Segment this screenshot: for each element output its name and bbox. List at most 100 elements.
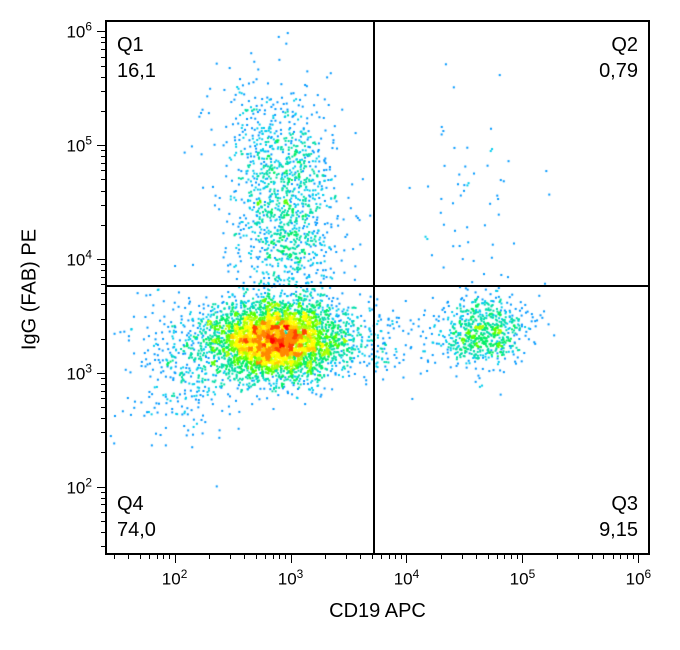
y-tick-minor [101,91,105,92]
y-tick-minor [101,407,105,408]
x-tick-minor [578,555,579,559]
x-tick-minor [401,555,402,559]
y-tick-minor [101,339,105,340]
scatter-canvas [107,22,650,555]
x-tick-minor [325,555,326,559]
y-tick-minor [101,42,105,43]
x-tick-minor [360,555,361,559]
y-tick-minor [101,418,105,419]
quadrant-label-q4: Q4 74,0 [117,491,156,543]
y-tick-minor [101,49,105,50]
q4-value: 74,0 [117,519,156,541]
q3-value: 9,15 [599,519,638,541]
x-tick-minor [592,555,593,559]
x-axis-label: CD19 APC [318,600,438,623]
y-tick-minor [101,264,105,265]
x-tick-minor [372,555,373,559]
y-tick-minor [101,452,105,453]
y-tick-minor [101,532,105,533]
x-tick-minor [557,555,558,559]
x-tick-major [291,555,292,563]
y-tick-major [97,259,105,260]
x-tick-major [522,555,523,563]
x-tick-label: 103 [278,567,304,590]
y-tick-minor [101,111,105,112]
y-tick-minor [101,398,105,399]
x-tick-minor [285,555,286,559]
x-tick-minor [381,555,382,559]
flow-cytometry-plot: Q1 16,1 Q2 0,79 Q3 9,15 Q4 74,0 102 103 10… [0,0,680,650]
x-tick-minor [395,555,396,559]
y-tick-minor [101,293,105,294]
x-tick-minor [517,555,518,559]
y-tick-minor [101,205,105,206]
x-tick-minor [157,555,158,559]
quadrant-label-q1: Q1 16,1 [117,32,156,84]
q1-value: 16,1 [117,60,156,82]
y-tick-label: 106 [50,20,92,43]
y-tick-minor [101,163,105,164]
y-tick-minor [101,270,105,271]
x-tick-minor [504,555,505,559]
x-tick-label: 104 [394,567,420,590]
y-tick-major [97,373,105,374]
y-tick-minor [101,492,105,493]
x-tick-minor [633,555,634,559]
quadrant-divider-vertical [373,22,375,553]
y-tick-minor [101,170,105,171]
y-tick-label: 104 [50,248,92,271]
x-tick-label: 105 [510,567,536,590]
y-tick-minor [101,498,105,499]
y-tick-minor [101,77,105,78]
y-tick-minor [101,284,105,285]
y-tick-label: 102 [50,475,92,498]
x-tick-minor [603,555,604,559]
x-tick-minor [613,555,614,559]
x-tick-minor [128,555,129,559]
y-tick-minor [101,156,105,157]
y-tick-label: 103 [50,362,92,385]
x-tick-minor [149,555,150,559]
x-tick-minor [620,555,621,559]
y-tick-minor [101,277,105,278]
x-tick-minor [497,555,498,559]
x-tick-minor [346,555,347,559]
x-tick-minor [230,555,231,559]
x-tick-major [175,555,176,563]
x-tick-minor [441,555,442,559]
x-tick-minor [244,555,245,559]
quadrant-label-q3: Q3 9,15 [599,491,638,543]
x-tick-minor [114,555,115,559]
x-tick-minor [140,555,141,559]
x-tick-minor [256,555,257,559]
x-tick-label: 106 [626,567,652,590]
x-tick-major [638,555,639,563]
x-tick-minor [163,555,164,559]
y-tick-minor [101,432,105,433]
x-tick-label: 102 [162,567,188,590]
y-axis-label: IgG (FAB) PE [19,219,42,359]
y-tick-major [97,487,105,488]
x-tick-minor [488,555,489,559]
x-tick-minor [169,555,170,559]
x-tick-minor [279,555,280,559]
x-tick-major [406,555,407,563]
x-tick-minor [273,555,274,559]
y-tick-label: 105 [50,134,92,157]
x-tick-minor [627,555,628,559]
y-tick-minor [101,384,105,385]
quadrant-divider-horizontal [107,285,648,287]
y-tick-minor [101,66,105,67]
y-tick-minor [101,546,105,547]
quadrant-label-q2: Q2 0,79 [599,32,638,84]
y-tick-minor [101,57,105,58]
y-tick-minor [101,378,105,379]
x-tick-minor [209,555,210,559]
y-tick-minor [101,512,105,513]
q3-name: Q3 [611,493,638,515]
x-tick-minor [265,555,266,559]
y-tick-minor [101,179,105,180]
y-tick-major [97,31,105,32]
y-tick-minor [101,191,105,192]
x-tick-minor [511,555,512,559]
